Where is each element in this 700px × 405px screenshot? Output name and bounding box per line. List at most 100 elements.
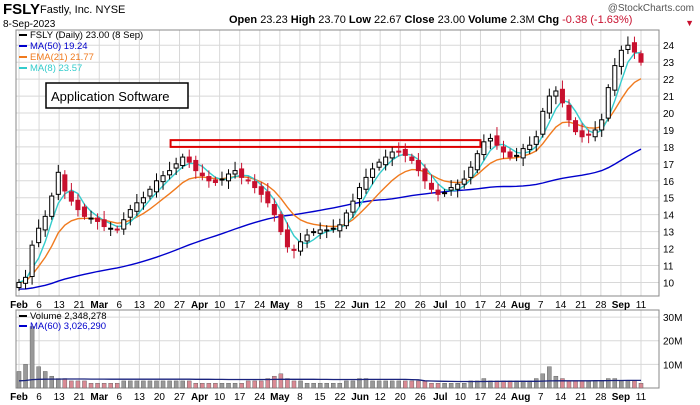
low-value: 22.67 [373, 14, 402, 26]
candle-body [23, 276, 29, 284]
ohlc-readout: Open 23.23 High 23.70 Low 22.67 Close 23… [229, 14, 632, 26]
volume-bar [285, 378, 290, 389]
date-tick-label: 7 [538, 392, 544, 403]
date-tick-label: 28 [595, 392, 607, 403]
volume-bar [376, 380, 382, 389]
volume-bar [422, 380, 428, 389]
volume-bar [187, 380, 192, 389]
candle-body [612, 65, 618, 91]
candle-body [140, 197, 146, 204]
volume-bar [599, 380, 604, 389]
high-label: High [290, 14, 316, 26]
date-tick-label: 8 [297, 392, 303, 403]
candle-body [212, 179, 218, 183]
candle-body [36, 227, 42, 244]
candle-body [278, 214, 284, 233]
date-tick-label: Mar [90, 392, 108, 403]
candle-body [356, 187, 362, 200]
volume-bar [160, 380, 166, 389]
candle-body [258, 186, 264, 195]
date-tick-label: 17 [234, 392, 246, 403]
date-axis-top: Feb 6 13 21 Mar 6 13 20 27 Apr 10 17 24 May 8 15 22 Jun 12… [10, 300, 647, 311]
date-tick-label: May [270, 392, 290, 403]
candle-body [435, 189, 441, 195]
date-tick-label: Aug [511, 300, 530, 311]
volume-bar [62, 378, 68, 389]
volume-bar [344, 380, 349, 389]
volume-bar [409, 380, 415, 389]
price-tick-label: 22 [663, 75, 675, 86]
volume-bar [180, 380, 185, 389]
date-tick-label: 20 [395, 300, 407, 311]
volume-bar [154, 380, 159, 389]
candle-body [68, 191, 74, 202]
date-tick-label: Aug [511, 392, 530, 403]
volume-bar [606, 378, 611, 389]
candle-body [55, 171, 61, 195]
legend-entry: FSLY (Daily) 23.00 (8 Sep) [30, 30, 143, 41]
candle-body [49, 195, 55, 217]
candle-body [579, 130, 585, 138]
candle-body [324, 229, 330, 232]
date-tick-label: 20 [154, 392, 166, 403]
price-tick-label: 17 [663, 160, 675, 171]
date-tick-label: 6 [36, 300, 42, 311]
date-tick-label: Jun [351, 392, 369, 403]
volume-tick-label: 10M [663, 360, 682, 371]
symbol-title: FSLY [3, 1, 40, 18]
price-tick-label: 21 [663, 92, 675, 103]
volume-bar [232, 383, 238, 389]
candle-body [186, 156, 192, 163]
legend-entry: MA(50) 19.24 [30, 41, 88, 52]
candle-body [206, 176, 212, 182]
date-tick-label: 11 [636, 392, 647, 403]
volume-bar [291, 380, 297, 389]
volume-bar [259, 380, 264, 389]
close-label: Close [404, 14, 435, 26]
volume-bar [56, 378, 61, 389]
volume-bar [579, 380, 585, 389]
chg-label: Chg [537, 14, 560, 26]
volume-bar [88, 383, 94, 389]
candle-body [219, 178, 225, 181]
candle-body [81, 206, 88, 217]
volume-bar [547, 366, 552, 389]
quote-date: 8-Sep-2023 [3, 19, 56, 30]
candle-body [383, 156, 389, 166]
volume-bars [16, 326, 644, 389]
date-tick-label: 12 [375, 392, 387, 403]
date-tick-label: 22 [334, 300, 346, 311]
volume-bar [461, 383, 467, 389]
candle-body [199, 172, 205, 177]
date-tick-label: 7 [538, 300, 544, 311]
candle-body [566, 104, 572, 121]
candle-body [625, 44, 631, 50]
date-tick-label: 13 [54, 392, 66, 403]
volume-bar [357, 378, 362, 389]
volume-bar [317, 383, 323, 389]
price-tick-label: 15 [663, 194, 675, 205]
legend-entry: EMA(21) 21.77 [30, 52, 94, 63]
date-tick-label: 8 [297, 300, 303, 311]
date-tick-label: 28 [595, 300, 607, 311]
candle-body [147, 188, 153, 197]
volume-bar [638, 383, 644, 389]
company-name: Fastly, Inc. NYSE [40, 4, 125, 16]
candle-body [121, 219, 127, 230]
date-tick-label: Jul [433, 300, 448, 311]
candle-body [317, 229, 323, 234]
volume-bar [514, 380, 519, 389]
volume-bar [534, 378, 539, 389]
down-triangle-icon: ▼ [685, 18, 694, 28]
volume-bar [363, 378, 369, 389]
candle-body [108, 227, 114, 230]
candle-body [572, 120, 579, 133]
volume-bar [141, 380, 146, 389]
volume-bar [134, 380, 140, 389]
price-legend: FSLY (Daily) 23.00 (8 Sep)MA(50) 19.24EM… [19, 30, 143, 74]
volume-bar [213, 383, 218, 389]
volume-bar [23, 364, 28, 389]
volume-legend-entry: MA(60) 3,026,290 [30, 321, 106, 332]
candle-body [559, 88, 565, 104]
